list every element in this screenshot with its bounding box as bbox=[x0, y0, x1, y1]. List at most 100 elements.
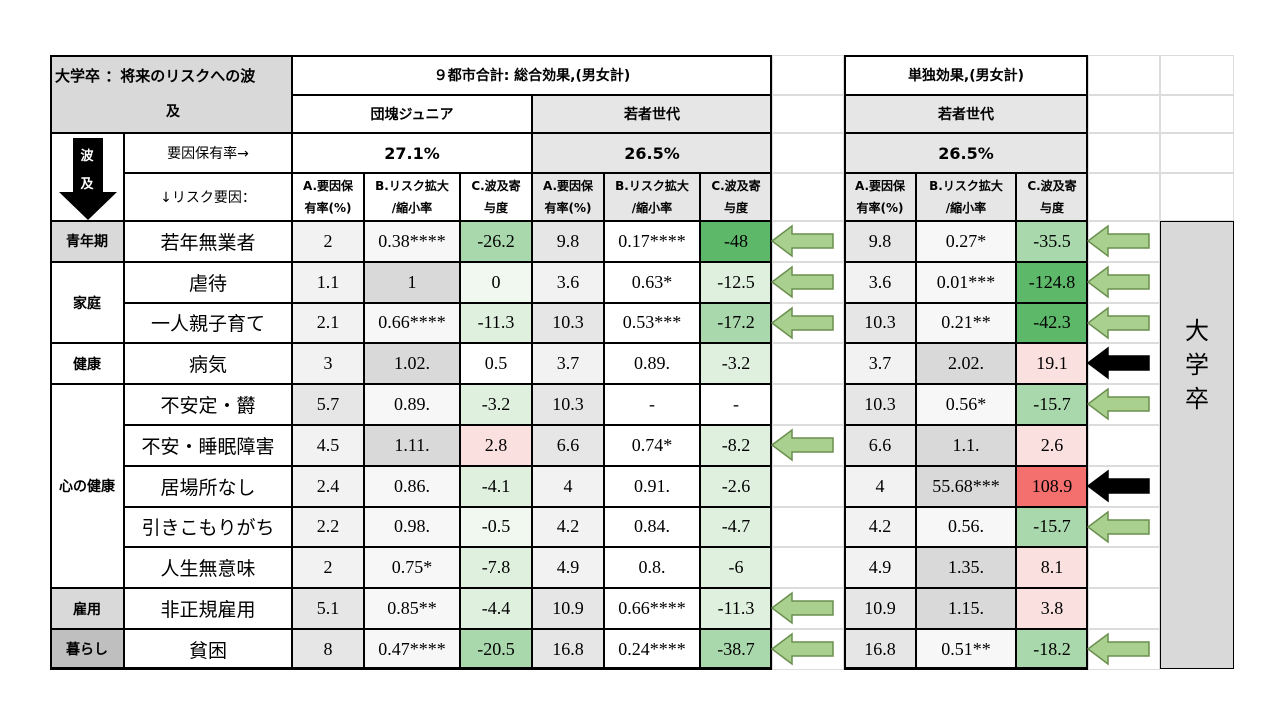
young-c-value: -48 bbox=[700, 221, 772, 262]
junior-b-value: 1.02. bbox=[364, 343, 460, 385]
young-b-value: 0.63* bbox=[604, 261, 700, 303]
single-b-value: 0.56* bbox=[916, 384, 1016, 425]
category-label: 家庭 bbox=[50, 261, 124, 344]
single-a-value: 4.9 bbox=[844, 547, 916, 589]
rate-junior: 27.1% bbox=[292, 133, 532, 173]
single-a-value: 10.3 bbox=[844, 302, 916, 344]
category-label: 雇用 bbox=[50, 588, 124, 629]
risk-factor-name: 不安定・欝 bbox=[124, 384, 292, 425]
grid-cell bbox=[1088, 55, 1160, 95]
junior-b-value: 0.85** bbox=[364, 588, 460, 629]
single-b-value: 1.35. bbox=[916, 547, 1016, 589]
young-a-value: 6.6 bbox=[532, 425, 604, 466]
junior-c-value: -7.8 bbox=[460, 547, 532, 589]
green-left-arrow-icon bbox=[1086, 510, 1150, 544]
down-arrow-icon bbox=[59, 138, 117, 220]
young-a-value: 10.3 bbox=[532, 302, 604, 344]
green-left-arrow-icon bbox=[1086, 387, 1150, 421]
single-c-value: 2.6 bbox=[1016, 425, 1088, 466]
young-a-value: 10.3 bbox=[532, 384, 604, 425]
single-c-value: -15.7 bbox=[1016, 384, 1088, 425]
grid-cell bbox=[1160, 95, 1234, 133]
single-c-value: -18.2 bbox=[1016, 629, 1088, 670]
single-b-value: 55.68*** bbox=[916, 465, 1016, 507]
black-left-arrow-icon bbox=[1086, 346, 1150, 380]
grid-cell bbox=[772, 95, 844, 133]
column-header: A.要因保 有率(%) bbox=[532, 173, 604, 221]
junior-c-value: 0 bbox=[460, 261, 532, 303]
risk-factor-name: 虐待 bbox=[124, 261, 292, 303]
column-header: C.波及寄 与度 bbox=[460, 173, 532, 221]
young-a-value: 4.9 bbox=[532, 547, 604, 589]
column-header: C.波及寄 与度 bbox=[1016, 173, 1088, 221]
grid-cell bbox=[1160, 173, 1234, 221]
left-arrow-icon bbox=[770, 632, 834, 666]
wave-label: 波 及 bbox=[80, 149, 94, 192]
junior-c-value: -4.1 bbox=[460, 465, 532, 507]
young-a-value: 16.8 bbox=[532, 629, 604, 670]
junior-a-value: 5.7 bbox=[292, 384, 364, 425]
column-header: C.波及寄 与度 bbox=[700, 173, 772, 221]
single-b-value: 0.27* bbox=[916, 221, 1016, 262]
young-c-value: - bbox=[700, 384, 772, 425]
junior-b-value: 1 bbox=[364, 261, 460, 303]
single-b-value: 0.01*** bbox=[916, 261, 1016, 303]
single-b-value: 1.1. bbox=[916, 425, 1016, 466]
single-a-value: 10.3 bbox=[844, 384, 916, 425]
grid-cell bbox=[772, 173, 844, 221]
young-b-value: 0.8. bbox=[604, 547, 700, 589]
young-b-value: 0.17**** bbox=[604, 221, 700, 262]
single-c-value: -42.3 bbox=[1016, 302, 1088, 344]
junior-b-value: 1.11. bbox=[364, 425, 460, 466]
green-left-arrow-icon bbox=[1086, 224, 1150, 258]
risk-factor-name: 非正規雇用 bbox=[124, 588, 292, 629]
grid-cell bbox=[1088, 588, 1160, 629]
young-c-value: -17.2 bbox=[700, 302, 772, 344]
single-b-value: 1.15. bbox=[916, 588, 1016, 629]
junior-a-value: 3 bbox=[292, 343, 364, 385]
table-title: 大学卒 ：将来のリスクへの波及 bbox=[50, 55, 292, 133]
young-b-value: 0.53*** bbox=[604, 302, 700, 344]
column-header: A.要因保 有率(%) bbox=[844, 173, 916, 221]
grid-cell bbox=[1088, 547, 1160, 589]
black-left-arrow-icon bbox=[1086, 469, 1150, 503]
single-a-value: 16.8 bbox=[844, 629, 916, 670]
single-a-value: 6.6 bbox=[844, 425, 916, 466]
category-label: 暮らし bbox=[50, 629, 124, 670]
junior-c-value: 0.5 bbox=[460, 343, 532, 385]
wave-arrow-cell: 波 及 bbox=[50, 133, 124, 221]
grid-cell bbox=[1088, 133, 1160, 173]
single-c-value: 108.9 bbox=[1016, 465, 1088, 507]
combined-effect-title: ９都市合計: 総合効果,(男女計) bbox=[292, 55, 772, 95]
junior-a-value: 2 bbox=[292, 221, 364, 262]
green-left-arrow-icon bbox=[1086, 265, 1150, 299]
junior-c-value: -3.2 bbox=[460, 384, 532, 425]
green-left-arrow-icon bbox=[1086, 306, 1150, 340]
young-c-value: -12.5 bbox=[700, 261, 772, 303]
junior-a-value: 4.5 bbox=[292, 425, 364, 466]
group-young-single: 若者世代 bbox=[844, 95, 1088, 133]
young-b-value: 0.66**** bbox=[604, 588, 700, 629]
junior-b-value: 0.86. bbox=[364, 465, 460, 507]
single-c-value: -15.7 bbox=[1016, 506, 1088, 548]
young-b-value: 0.24**** bbox=[604, 629, 700, 670]
single-effect-title: 単独効果,(男女計) bbox=[844, 55, 1088, 95]
junior-c-value: -0.5 bbox=[460, 506, 532, 548]
grid-cell bbox=[1088, 95, 1160, 133]
risk-factor-name: 若年無業者 bbox=[124, 221, 292, 262]
junior-a-value: 2.1 bbox=[292, 302, 364, 344]
single-c-value: 3.8 bbox=[1016, 588, 1088, 629]
young-c-value: -8.2 bbox=[700, 425, 772, 466]
young-b-value: 0.74* bbox=[604, 425, 700, 466]
grid-cell bbox=[772, 384, 844, 425]
young-c-value: -11.3 bbox=[700, 588, 772, 629]
young-c-value: -3.2 bbox=[700, 343, 772, 385]
junior-a-value: 1.1 bbox=[292, 261, 364, 303]
left-arrow-icon bbox=[770, 224, 834, 258]
young-b-value: - bbox=[604, 384, 700, 425]
grid-cell bbox=[1160, 55, 1234, 95]
grid-cell bbox=[772, 547, 844, 589]
category-label: 心の健康 bbox=[50, 384, 124, 589]
grid-cell bbox=[772, 133, 844, 173]
single-a-value: 4.2 bbox=[844, 506, 916, 548]
